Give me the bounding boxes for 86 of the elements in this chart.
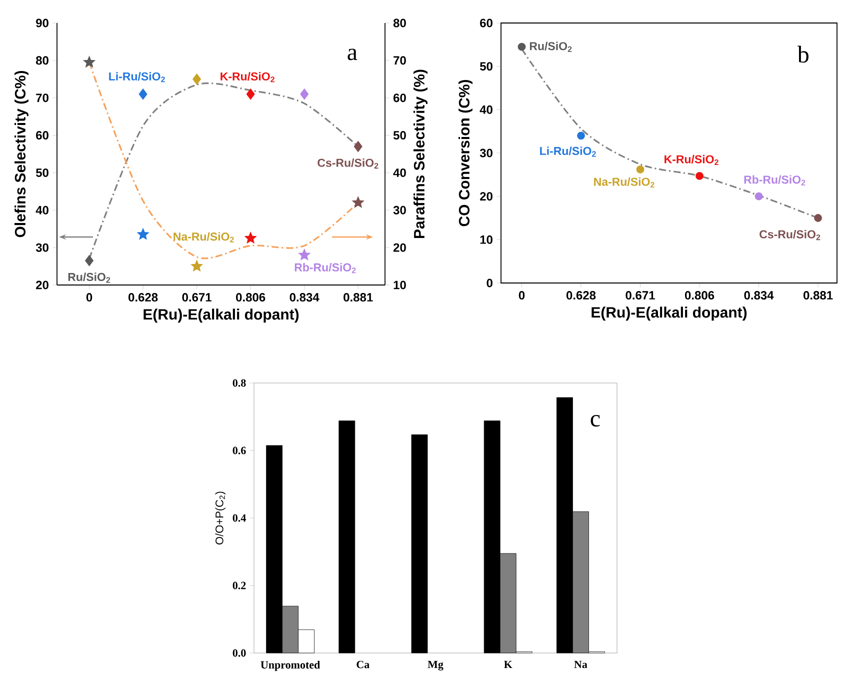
y-tick-label: 50 <box>36 168 48 177</box>
x-tick-label: Na <box>574 660 588 668</box>
y2-tick-label: 50 <box>393 131 406 140</box>
annotation: Li-Ru/SiO$_{2}$ <box>540 146 596 157</box>
point <box>84 56 95 68</box>
x-tick-label: 0.628 <box>128 293 158 302</box>
y-tick-label: 0.8 <box>232 379 246 387</box>
point <box>85 255 94 266</box>
bar <box>338 420 356 654</box>
annotation: Ru/SiO$_{2}$ <box>68 272 110 283</box>
point <box>352 196 364 208</box>
y-tick-label: 10 <box>480 235 492 244</box>
y-axis-title: O/O+P(C$_{2}$) <box>215 492 226 544</box>
x-tick-label: Mg <box>428 660 444 670</box>
x-tick-label: 0.834 <box>744 291 774 300</box>
point <box>192 74 202 85</box>
annotation: b <box>797 46 808 63</box>
point <box>636 166 644 174</box>
annotation: c <box>590 415 600 427</box>
y-tick-label: 0.4 <box>232 514 246 522</box>
annotation: Li-Ru/SiO$_{2}$ <box>109 72 165 82</box>
point <box>814 214 822 222</box>
y2-tick-label: 60 <box>393 94 406 102</box>
annotation: Rb-Ru/SiO$_{2}$ <box>744 175 806 186</box>
annotation: a <box>348 48 358 60</box>
x-tick-label: 0.881 <box>344 293 373 302</box>
x-tick-label: 0.671 <box>626 291 655 300</box>
y2-tick-label: 80 <box>393 18 406 28</box>
y-tick-label: 0.2 <box>232 582 246 590</box>
y2-tick-label: 10 <box>394 280 406 290</box>
x-tick-label: 0.806 <box>684 291 714 300</box>
y-tick-label: 40 <box>36 206 48 214</box>
y2-tick-label: 70 <box>394 56 406 65</box>
point <box>298 249 310 260</box>
y-axis-title: Olefins Selectivity (C%) <box>14 70 28 238</box>
x-tick-label: 0.881 <box>804 291 833 300</box>
x-axis-title: E(Ru)-E(alkali dopant) <box>592 306 747 321</box>
y-tick-label: 80 <box>36 56 48 65</box>
y-tick-label: 20 <box>480 192 492 201</box>
bar <box>411 434 428 654</box>
y-tick-label: 0.6 <box>232 446 246 454</box>
y-tick-label: 0.0 <box>232 649 246 657</box>
y-tick-label: 0 <box>486 278 492 288</box>
annotation: Na-Ru/SiO$_{2}$ <box>594 177 654 188</box>
x-tick-label: 0 <box>518 291 525 300</box>
y-tick-label: 70 <box>36 94 48 102</box>
annotation: Na-Ru/SiO$_{2}$ <box>174 232 234 242</box>
annotation: Cs-Ru/SiO$_{2}$ <box>318 158 378 169</box>
point <box>518 42 526 51</box>
y-tick-label: 20 <box>36 280 48 290</box>
x-tick-label: Unpromoted <box>260 660 320 671</box>
y2-tick-label: 30 <box>393 206 406 214</box>
y-tick-label: 60 <box>480 18 492 28</box>
annotation: K-Ru/SiO$_{2}$ <box>664 154 718 166</box>
x-tick-label: 0.628 <box>566 291 596 300</box>
point <box>300 88 309 100</box>
y-tick-label: 30 <box>36 243 48 252</box>
y-tick-label: 50 <box>480 62 492 71</box>
x-tick-label: 0.806 <box>236 293 266 302</box>
x-tick-label: 0 <box>86 293 92 302</box>
point <box>696 172 704 180</box>
point <box>138 88 148 100</box>
x-axis-title: E(Ru)-E(alkali dopant) <box>144 308 299 323</box>
x-tick-label: K <box>504 660 512 668</box>
point <box>246 88 255 100</box>
x-tick-label: 0.834 <box>290 293 320 302</box>
point <box>754 192 763 200</box>
y-axis-title: CO Conversion (C%) <box>458 80 472 226</box>
x-tick-label: Ca <box>356 660 370 668</box>
y-tick-label: 40 <box>480 105 492 114</box>
point <box>137 228 149 240</box>
y-tick-label: 90 <box>36 18 48 28</box>
y-tick-label: 60 <box>36 131 48 140</box>
point <box>354 141 362 152</box>
annotation: Ru/SiO$_{2}$ <box>530 42 572 52</box>
point <box>191 260 202 272</box>
x-tick-label: 0.671 <box>182 293 212 302</box>
y-tick-label: 30 <box>480 148 492 158</box>
y2-tick-label: 20 <box>393 243 406 252</box>
annotation: Cs-Ru/SiO$_{2}$ <box>760 230 820 240</box>
annotation: K-Ru/SiO$_{2}$ <box>220 72 274 82</box>
y2-axis-title: Paraffins Selectivity (%) <box>414 70 428 238</box>
y2-tick-label: 40 <box>393 168 406 177</box>
point <box>577 132 585 140</box>
annotation: Rb-Ru/SiO$_{2}$ <box>294 262 356 274</box>
point <box>244 232 256 244</box>
